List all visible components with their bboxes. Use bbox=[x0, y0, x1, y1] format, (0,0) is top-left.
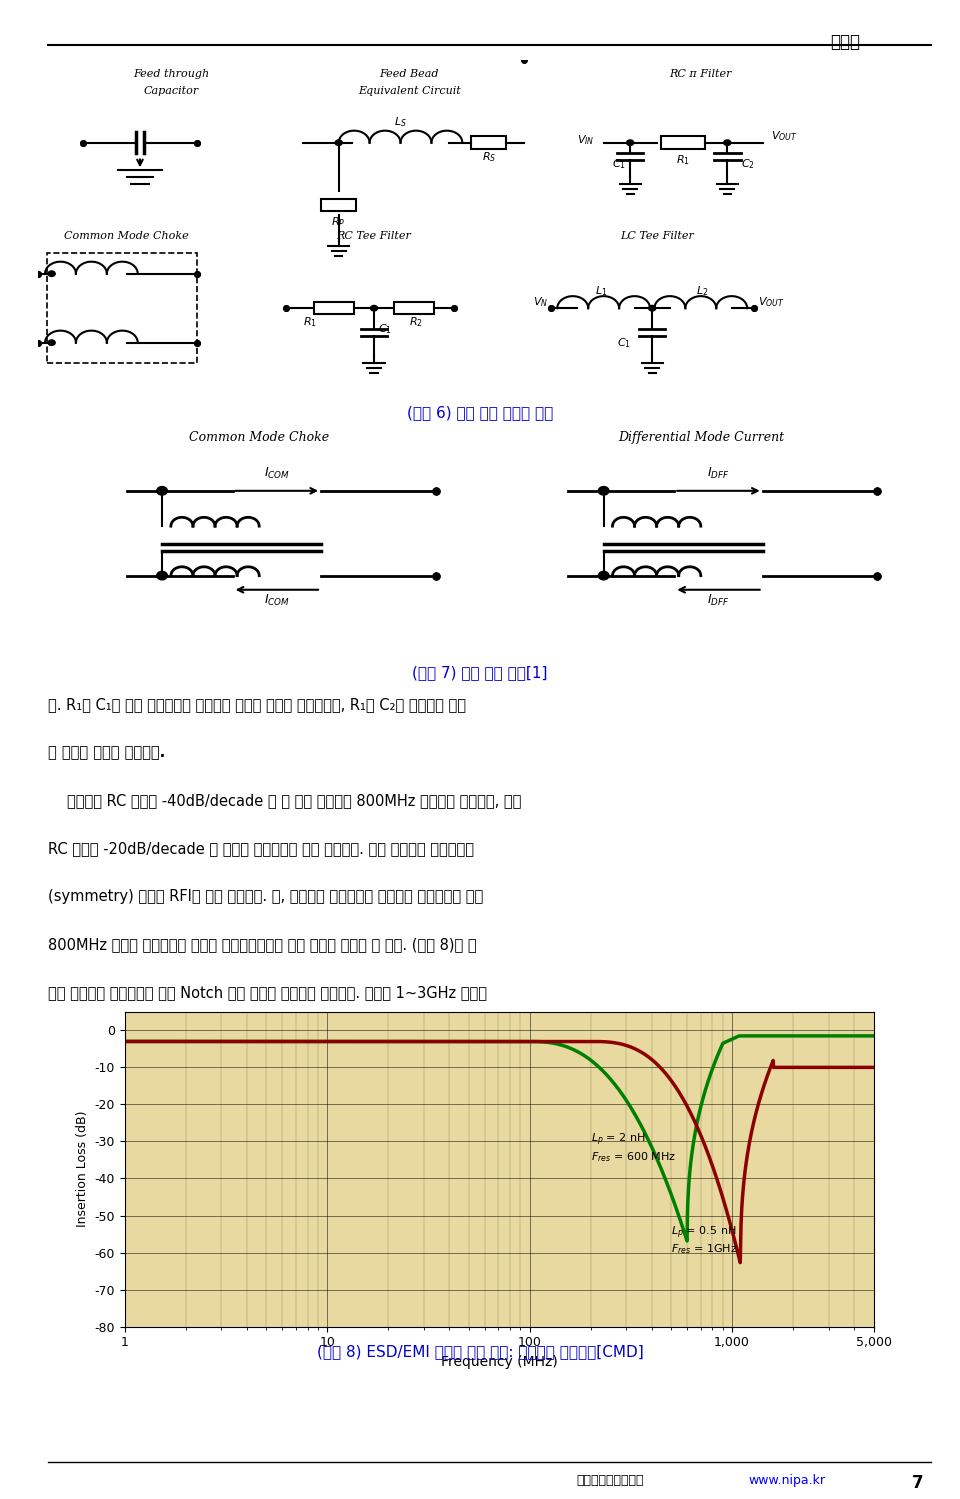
Circle shape bbox=[156, 487, 167, 495]
Circle shape bbox=[627, 139, 634, 145]
Circle shape bbox=[335, 139, 342, 145]
Bar bbox=[321, 198, 356, 211]
Text: $L_p$ = 0.5 nH
$F_{res}$ = 1GHz: $L_p$ = 0.5 nH $F_{res}$ = 1GHz bbox=[671, 1225, 737, 1256]
Text: (그림 6) 각종 필터 소자의 종류: (그림 6) 각종 필터 소자의 종류 bbox=[407, 405, 553, 420]
Text: LC Tee Filter: LC Tee Filter bbox=[620, 231, 693, 241]
Bar bbox=[471, 136, 507, 148]
Text: Differential Mode Current: Differential Mode Current bbox=[617, 432, 784, 444]
Circle shape bbox=[48, 340, 55, 345]
Text: 정보통신산업진흥원: 정보통신산업진흥원 bbox=[576, 1474, 643, 1487]
Text: $R_1$: $R_1$ bbox=[303, 315, 318, 330]
Text: $I_{COM}$: $I_{COM}$ bbox=[264, 466, 290, 481]
Text: $V_{OUT}$: $V_{OUT}$ bbox=[772, 129, 798, 142]
Text: $V_N$: $V_N$ bbox=[533, 295, 548, 309]
Text: Equivalent Circuit: Equivalent Circuit bbox=[358, 87, 461, 96]
Text: $I_{DFF}$: $I_{DFF}$ bbox=[708, 466, 730, 481]
Text: $L_S$: $L_S$ bbox=[394, 115, 407, 129]
Circle shape bbox=[598, 487, 609, 495]
Text: 파이형 RC 필터는 -40dB/decade 의 큰 감쇠 성능으로 800MHz 이상에서 유용하며, 티형: 파이형 RC 필터는 -40dB/decade 의 큰 감쇠 성능으로 800M… bbox=[67, 793, 521, 808]
Text: $R_1$: $R_1$ bbox=[676, 153, 690, 168]
Y-axis label: Insertion Loss (dB): Insertion Loss (dB) bbox=[76, 1111, 89, 1228]
Circle shape bbox=[371, 306, 377, 310]
Text: $R_2$: $R_2$ bbox=[409, 315, 423, 330]
Text: $C_1$: $C_1$ bbox=[378, 322, 393, 336]
Text: Common Mode Choke: Common Mode Choke bbox=[64, 231, 189, 241]
Text: $L_2$: $L_2$ bbox=[696, 285, 708, 298]
Text: RC Tee Filter: RC Tee Filter bbox=[337, 231, 412, 241]
Bar bbox=[394, 301, 434, 315]
Text: RC 필터가 -20dB/decade 의 감쇠를 제공하는데 비해 유리하다. 또한 양방향이 대칭이어서: RC 필터가 -20dB/decade 의 감쇠를 제공하는데 비해 유리하다.… bbox=[48, 841, 474, 856]
Circle shape bbox=[48, 271, 55, 276]
Text: Feed Bead: Feed Bead bbox=[379, 69, 439, 79]
Text: (symmetry) 입출력 RFI에 공히 작용한다. 단, 축전기와 연결전선에 기생하는 인덕턴스에 의해: (symmetry) 입출력 RFI에 공히 작용한다. 단, 축전기와 연결전… bbox=[48, 889, 483, 904]
Text: $L_1$: $L_1$ bbox=[595, 285, 608, 298]
Text: $C_1$: $C_1$ bbox=[617, 336, 631, 349]
Text: 800MHz 이상의 주파수에서 공진을 발생시킴으로써 감쇠 성능이 저하할 수 있다. (그림 8)은 직: 800MHz 이상의 주파수에서 공진을 발생시킴으로써 감쇠 성능이 저하할 … bbox=[48, 937, 476, 952]
Text: $C_2$: $C_2$ bbox=[740, 157, 755, 171]
Text: $V_{IN}$: $V_{IN}$ bbox=[577, 133, 595, 147]
Circle shape bbox=[156, 571, 167, 580]
Text: Common Mode Choke: Common Mode Choke bbox=[189, 432, 329, 444]
Circle shape bbox=[724, 139, 731, 145]
Text: 렬로 기생하는 인덕턴스에 의해 Notch 같은 현상이 발생함을 보여준다. 따라서 1~3GHz 대에서: 렬로 기생하는 인덕턴스에 의해 Notch 같은 현상이 발생함을 보여준다.… bbox=[48, 985, 487, 1000]
Text: Capacitor: Capacitor bbox=[143, 87, 199, 96]
Circle shape bbox=[598, 571, 609, 580]
Text: 7: 7 bbox=[912, 1474, 924, 1492]
Bar bbox=[661, 136, 706, 148]
Text: $I_{COM}$: $I_{COM}$ bbox=[264, 594, 290, 609]
Text: Feed through: Feed through bbox=[132, 69, 209, 79]
Text: $C_1$: $C_1$ bbox=[612, 157, 627, 171]
Text: 포커스: 포커스 bbox=[829, 33, 860, 51]
Text: www.nipa.kr: www.nipa.kr bbox=[749, 1474, 826, 1487]
Bar bbox=[314, 301, 354, 315]
Text: $R_S$: $R_S$ bbox=[482, 150, 496, 163]
Text: $V_{OUT}$: $V_{OUT}$ bbox=[758, 295, 785, 309]
Text: $R_P$: $R_P$ bbox=[331, 216, 346, 229]
Text: RC π Filter: RC π Filter bbox=[669, 69, 732, 79]
Text: 의 고주파 잡음을 줄여준다.: 의 고주파 잡음을 줄여준다. bbox=[48, 745, 165, 760]
Bar bbox=[47, 253, 198, 363]
Circle shape bbox=[649, 306, 656, 310]
Text: $I_{DFF}$: $I_{DFF}$ bbox=[708, 594, 730, 609]
X-axis label: Frequency (MHz): Frequency (MHz) bbox=[441, 1355, 558, 1369]
Text: (그림 7) 공통 모드 초크[1]: (그림 7) 공통 모드 초크[1] bbox=[412, 666, 548, 681]
Text: 다. R₁과 C₁은 필터 네트워크로 입력되는 고주파 신호를 감쇠시키고, R₁과 C₂는 출력하는 신호: 다. R₁과 C₁은 필터 네트워크로 입력되는 고주파 신호를 감쇠시키고, … bbox=[48, 697, 466, 712]
Text: (그림 8) ESD/EMI 필터의 동작 특성: 주파수별 삽입손실[CMD]: (그림 8) ESD/EMI 필터의 동작 특성: 주파수별 삽입손실[CMD] bbox=[317, 1345, 643, 1360]
Text: $L_p$ = 2 nH
$F_{res}$ = 600 MHz: $L_p$ = 2 nH $F_{res}$ = 600 MHz bbox=[590, 1132, 676, 1163]
